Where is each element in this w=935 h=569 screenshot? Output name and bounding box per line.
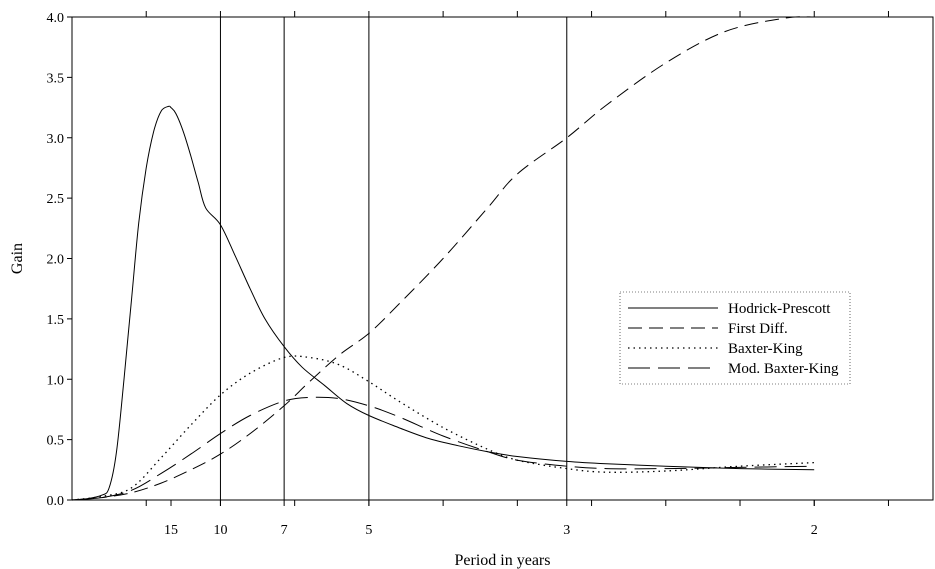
x-tick-label: 2 [811,523,818,538]
legend-label: Baxter-King [728,341,803,357]
y-tick-label: 2.0 [47,253,65,268]
x-tick-label: 10 [213,523,227,538]
y-tick-label: 1.0 [47,373,65,388]
y-axis-title: Gain [9,243,26,274]
legend-label: Mod. Baxter-King [728,361,839,377]
axes [71,16,934,501]
reference-lines [219,17,568,500]
legend-box [619,291,851,385]
plot-frame [71,16,934,501]
y-tick-label: 4.0 [47,11,65,26]
x-tick-label: 3 [563,523,570,538]
y-tick-label: 2.5 [47,192,65,207]
series-line-3 [71,396,815,501]
series-line-2 [71,355,815,501]
x-tick-label: 5 [365,523,372,538]
legend-label: First Diff. [728,321,788,337]
y-tick-label: 0.0 [47,494,65,509]
x-tick-label: 15 [164,523,178,538]
x-axis-ticks: 15 10 7 5 3 2 [145,11,889,538]
y-tick-label: 1.5 [47,313,65,328]
y-tick-label: 3.5 [47,71,65,86]
x-axis-title: Period in years [455,552,551,569]
legend: Hodrick-Prescott First Diff. Baxter-King Mo… [619,291,851,385]
y-tick-label: 3.0 [47,132,65,147]
series-line-1 [71,16,815,501]
series-lines [71,16,815,501]
y-axis-ticks: 0.0 0.5 1.0 1.5 2.0 2.5 3.0 3.5 4.0 [47,11,72,509]
y-tick-label: 0.5 [47,434,65,449]
x-tick-label: 7 [281,523,288,538]
legend-label: Hodrick-Prescott [728,301,831,317]
